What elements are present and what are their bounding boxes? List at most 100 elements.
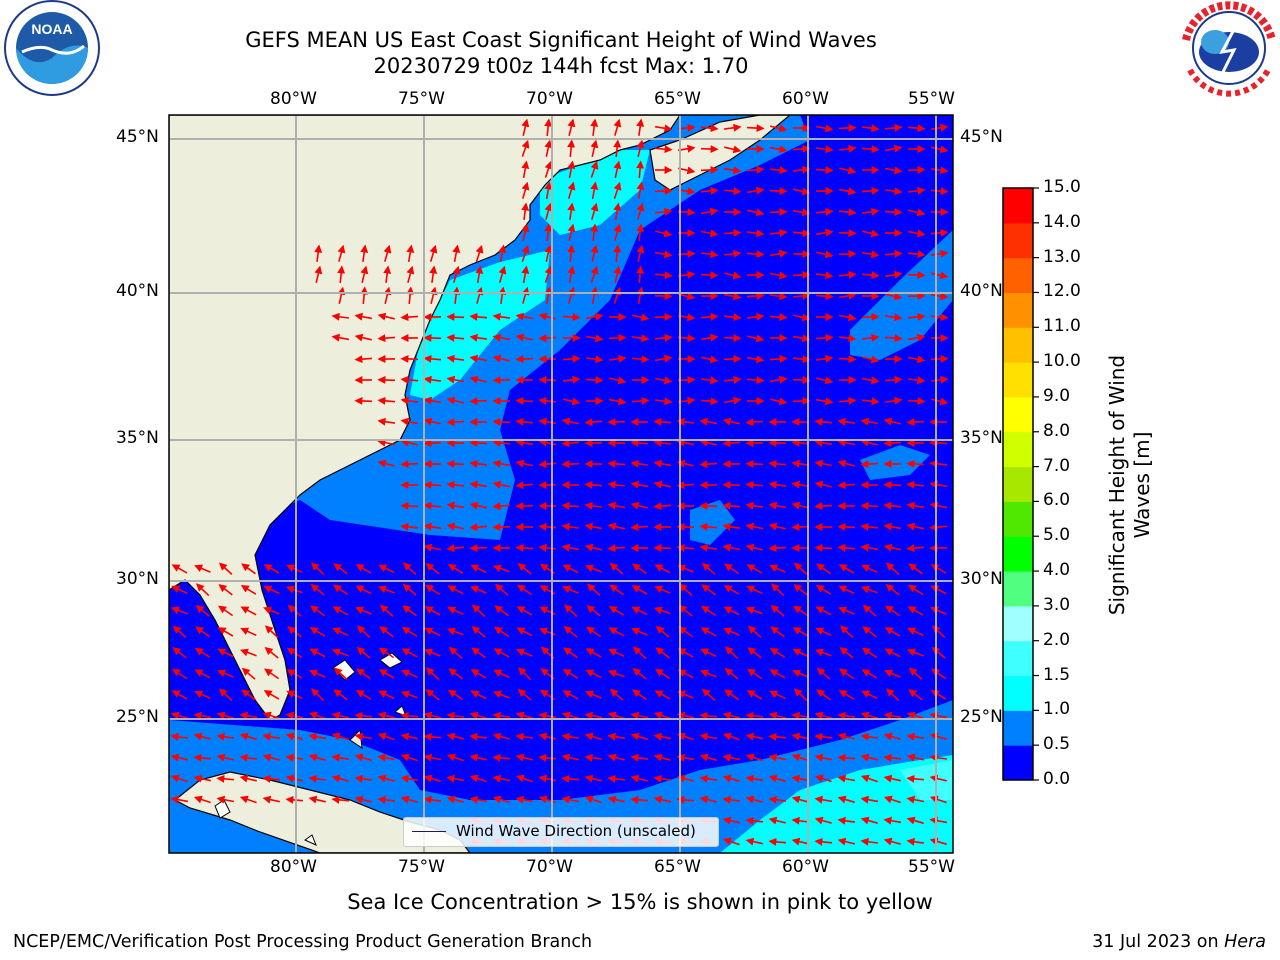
lon-label-bottom-65w: 65°W [654,857,701,877]
wave-direction-arrow [446,375,465,384]
wave-direction-arrow [655,625,670,638]
lat-label-left-35n: 35°N [116,428,159,448]
wave-direction-arrow [837,417,856,426]
wave-direction-arrow [515,459,533,468]
wave-direction-arrow [492,480,510,489]
wave-direction-arrow [631,334,650,343]
wave-direction-arrow [654,690,671,700]
wave-direction-arrow [769,207,788,216]
wave-direction-arrow [332,584,349,596]
wave-direction-arrow [654,312,673,321]
wave-direction-arrow [544,286,553,305]
wave-direction-arrow [722,816,740,825]
wave-direction-arrow [585,355,604,364]
wave-direction-arrow [860,816,878,825]
wave-direction-arrow [400,417,419,426]
wave-direction-arrow [538,375,557,384]
wave-direction-arrow [724,689,739,701]
wave-direction-arrow [562,354,581,363]
wave-direction-arrow [862,229,880,238]
lat-label-right-45n: 45°N [960,127,1003,147]
colorbar-segment [1003,466,1033,502]
wave-direction-arrow [492,459,511,468]
wave-direction-arrow [885,292,903,301]
wave-direction-arrow [793,187,811,196]
wave-direction-arrow [724,145,742,154]
wave-direction-arrow [469,544,488,553]
wave-direction-arrow [492,711,511,720]
wave-direction-arrow [791,480,810,489]
wave-direction-arrow [355,564,372,574]
wave-direction-arrow [906,544,925,553]
wave-direction-arrow [631,355,650,364]
wave-direction-arrow [193,774,211,783]
wave-direction-arrow [837,481,856,490]
wave-direction-arrow [590,160,599,178]
wave-direction-arrow [770,124,788,133]
wave-direction-arrow [723,354,742,363]
wave-direction-arrow [423,795,442,804]
wave-direction-arrow [544,160,553,178]
colorbar-segment [1003,362,1033,398]
wave-direction-arrow [838,564,855,574]
wave-direction-arrow [654,585,671,595]
wave-direction-arrow [607,522,625,531]
wave-direction-arrow [607,669,625,678]
wave-direction-arrow [860,774,878,783]
wave-direction-arrow [567,286,576,304]
wave-direction-arrow [723,375,742,384]
wave-direction-arrow [908,563,923,575]
wave-direction-arrow [331,732,349,741]
wave-direction-arrow [309,627,326,637]
wave-direction-arrow [562,375,581,384]
wave-direction-arrow [768,480,787,489]
wave-direction-arrow [538,481,557,490]
wave-direction-arrow [814,711,832,720]
wave-direction-arrow [239,711,258,720]
wave-direction-arrow [839,166,857,175]
wave-direction-arrow [791,459,810,468]
wave-direction-arrow [425,667,440,681]
wave-direction-arrow [838,313,857,322]
wave-direction-arrow [636,244,645,262]
wave-direction-arrow [815,124,834,133]
wave-direction-arrow [379,604,394,617]
wave-direction-arrow [906,795,925,804]
wave-direction-arrow [475,244,484,262]
wave-direction-arrow [354,732,373,741]
wave-direction-arrow [360,265,369,283]
wave-direction-arrow [562,564,579,574]
wave-direction-arrow [724,271,742,280]
wave-direction-arrow [929,544,948,553]
colorbar-tick-label: 1.0 [1043,699,1071,720]
wave-direction-arrow [337,244,346,262]
wave-direction-arrow [722,501,741,510]
wave-direction-arrow [722,795,741,804]
wave-direction-arrow [331,711,349,720]
wave-direction-arrow [653,480,671,489]
wave-direction-arrow [837,774,856,783]
wave-direction-arrow [469,480,488,489]
wave-direction-arrow [331,312,350,321]
wave-direction-arrow [653,711,671,720]
wave-direction-arrow [814,774,832,783]
wave-1.0-1.5-region-mid-atlantic [410,250,550,400]
wave-direction-arrow [930,228,949,237]
wave-direction-arrow [218,562,233,575]
wave-direction-arrow [929,774,947,783]
wave-direction-arrow [562,668,579,679]
wave-direction-arrow [586,605,601,617]
wave-direction-arrow [631,627,648,636]
lat-label-right-40n: 40°N [960,281,1003,301]
wave-direction-arrow [930,123,949,132]
wave-direction-arrow [700,627,717,637]
wave-direction-arrow [723,313,742,322]
wave-direction-arrow [354,333,372,342]
wave-direction-arrow [653,543,672,552]
wave-direction-arrow [216,711,234,720]
wave-direction-arrow [544,118,553,137]
wave-direction-arrow [884,396,903,405]
wave-direction-arrow [884,375,903,384]
wave-direction-arrow [860,417,879,426]
wave-direction-arrow [262,795,280,804]
